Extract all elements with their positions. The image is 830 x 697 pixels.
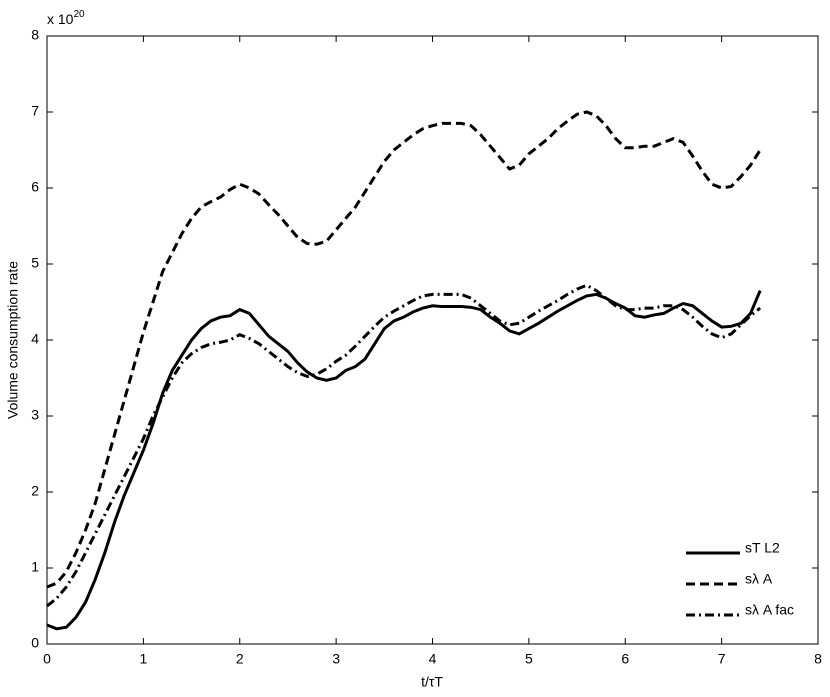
legend-label: sT L2 — [745, 540, 780, 556]
multiplier-exponent: 20 — [73, 9, 85, 20]
x-tick-label: 0 — [43, 651, 51, 667]
y-tick-label: 2 — [31, 483, 39, 499]
y-tick-label: 4 — [31, 331, 39, 347]
x-tick-label: 7 — [718, 651, 726, 667]
x-tick-label: 3 — [332, 651, 340, 667]
y-tick-label: 6 — [31, 179, 39, 195]
x-axis-label: t/τT — [421, 674, 443, 690]
y-axis-label: Volume consumption rate — [5, 261, 21, 419]
y-tick-label: 7 — [31, 103, 39, 119]
x-tick-label: 4 — [429, 651, 437, 667]
x-tick-label: 5 — [525, 651, 533, 667]
legend-label: sλ A fac — [745, 602, 794, 618]
series-line — [46, 110, 762, 589]
legend-label: sλ A — [745, 571, 773, 587]
series-line — [46, 283, 762, 608]
x-tick-label: 2 — [236, 651, 244, 667]
x-tick-label: 6 — [621, 651, 629, 667]
y-tick-label: 8 — [31, 27, 39, 43]
x-tick-label: 1 — [139, 651, 147, 667]
multiplier-base: x 10 — [47, 11, 74, 27]
x-tick-label: 8 — [814, 651, 822, 667]
y-tick-label: 0 — [31, 635, 39, 651]
y-tick-label: 3 — [31, 407, 39, 423]
series-line — [46, 290, 762, 631]
y-multiplier: x 1020 — [47, 9, 85, 27]
y-tick-label: 1 — [31, 559, 39, 575]
y-tick-label: 5 — [31, 255, 39, 271]
